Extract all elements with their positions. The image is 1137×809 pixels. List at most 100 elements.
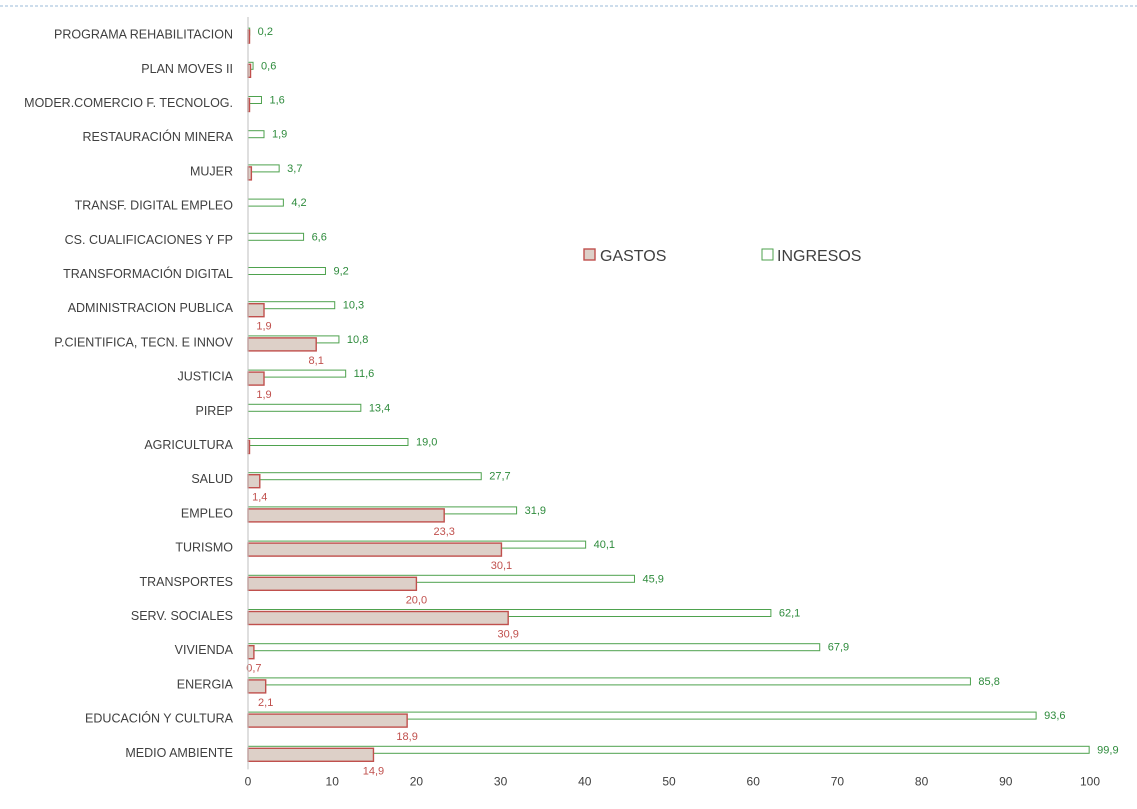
category-label: PROGRAMA REHABILITACION: [54, 28, 233, 42]
bar-ingresos: [247, 130, 265, 139]
category-label: VIVIENDA: [175, 643, 234, 657]
category-label: CS. CUALIFICACIONES Y FP: [65, 233, 233, 247]
category-label: P.CIENTIFICA, TECN. E INNOV: [54, 335, 233, 349]
x-tick-label: 100: [1080, 774, 1100, 788]
legend-label-ingresos: INGRESOS: [777, 248, 861, 265]
x-tick-label: 40: [578, 774, 592, 788]
bar-ingresos: [247, 164, 280, 173]
category-label: ENERGIA: [177, 677, 234, 691]
category-label: TURISMO: [175, 541, 233, 555]
legend: GASTOS INGRESOS: [583, 248, 861, 265]
value-label-gastos: 23,3: [433, 526, 454, 538]
category-label: SALUD: [191, 472, 233, 486]
bar-ingresos: [247, 438, 409, 446]
value-label-ingresos: 9,2: [333, 266, 348, 278]
bar-gastos: [247, 610, 509, 626]
value-label-ingresos: 10,8: [347, 334, 368, 346]
value-label-ingresos: 40,1: [594, 539, 615, 551]
legend-swatch-ingresos: [761, 248, 774, 261]
value-label-gastos: 14,9: [363, 765, 384, 777]
x-tick-label: 50: [662, 774, 676, 788]
bar-ingresos: [247, 472, 482, 481]
bar-gastos: [247, 166, 253, 181]
bar-gastos: [247, 303, 265, 318]
category-label: PIREP: [195, 404, 233, 418]
category-label: MODER.COMERCIO F. TECNOLOG.: [24, 96, 233, 110]
bar-ingresos: [247, 198, 284, 207]
value-label-gastos: 1,4: [252, 492, 267, 504]
category-label: ADMINISTRACION PUBLICA: [68, 301, 234, 315]
bar-gastos: [247, 371, 265, 386]
value-label-ingresos: 93,6: [1044, 710, 1065, 722]
bars-layer: [247, 27, 1090, 762]
value-label-ingresos: 1,6: [269, 95, 284, 107]
category-label: TRANSF. DIGITAL EMPLEO: [75, 199, 234, 213]
value-label-ingresos: 3,7: [287, 163, 302, 175]
bar-gastos: [247, 337, 317, 352]
x-tick-label: 90: [999, 774, 1013, 788]
value-label-ingresos: 31,9: [525, 505, 546, 517]
x-tick-label: 20: [410, 774, 424, 788]
value-label-ingresos: 1,9: [272, 129, 287, 141]
bar-gastos: [247, 747, 375, 762]
category-label: SERV. SOCIALES: [131, 609, 233, 623]
bar-ingresos: [247, 403, 362, 412]
bar-gastos: [247, 645, 255, 660]
value-label-ingresos: 6,6: [312, 231, 327, 243]
value-label-gastos: 1,9: [256, 389, 271, 401]
value-label-gastos: 2,1: [258, 697, 273, 709]
category-label: AGRICULTURA: [144, 438, 233, 452]
value-label-ingresos: 19,0: [416, 437, 437, 449]
value-label-ingresos: 10,3: [343, 300, 364, 312]
value-label-gastos: 18,9: [396, 731, 417, 743]
value-label-ingresos: 13,4: [369, 402, 390, 414]
x-axis-ticks: 0 10 20 30 40 50 60 70 80 90 100: [245, 774, 1101, 788]
value-label-ingresos: 27,7: [489, 471, 510, 483]
bar-gastos: [247, 508, 445, 523]
x-tick-label: 0: [245, 774, 252, 788]
bar-ingresos: [247, 232, 305, 241]
category-label: PLAN MOVES II: [141, 62, 233, 76]
category-label: EMPLEO: [181, 506, 233, 520]
category-label: JUSTICIA: [177, 370, 233, 384]
value-label-ingresos: 67,9: [828, 642, 849, 654]
value-label-ingresos: 99,9: [1097, 744, 1118, 756]
x-tick-label: 10: [326, 774, 340, 788]
bar-gastos: [247, 679, 267, 694]
value-label-gastos: 30,1: [491, 560, 512, 572]
legend-label-gastos: GASTOS: [600, 248, 666, 265]
category-label: MEDIO AMBIENTE: [125, 746, 233, 760]
category-label: TRANSFORMACIÓN DIGITAL: [63, 266, 233, 281]
value-label-ingresos: 0,2: [258, 26, 273, 38]
value-label-ingresos: 0,6: [261, 60, 276, 72]
bar-gastos: [247, 713, 408, 728]
value-label-gastos: 0,7: [246, 663, 261, 675]
value-label-ingresos: 62,1: [779, 608, 800, 620]
value-label-gastos: 30,9: [497, 629, 518, 641]
bar-ingresos: [247, 643, 821, 652]
bar-ingresos: [247, 745, 1090, 754]
value-label-ingresos: 85,8: [978, 676, 999, 688]
category-label: MUJER: [190, 164, 233, 178]
x-tick-label: 70: [831, 774, 845, 788]
bar-ingresos: [247, 267, 326, 275]
value-label-gastos: 20,0: [406, 594, 427, 606]
bar-gastos: [247, 474, 261, 489]
category-label: RESTAURACIÓN MINERA: [83, 129, 234, 144]
value-label-gastos: 8,1: [309, 355, 324, 367]
value-labels: 0,2 0,6 1,6 1,9 3,7 4,2 6,6 9,2 10,3 1,9 10,8 8,1 11…: [246, 26, 1118, 777]
value-label-gastos: 1,9: [256, 321, 271, 333]
x-tick-label: 30: [494, 774, 508, 788]
bar-gastos: [247, 576, 418, 591]
value-label-ingresos: 45,9: [642, 573, 663, 585]
bar-gastos: [247, 542, 503, 557]
x-tick-label: 60: [747, 774, 761, 788]
value-label-ingresos: 4,2: [291, 197, 306, 209]
legend-swatch-gastos: [583, 248, 596, 261]
x-tick-label: 80: [915, 774, 929, 788]
category-label: EDUCACIÓN Y CULTURA: [85, 711, 234, 726]
bar-ingresos: [247, 677, 971, 686]
value-label-ingresos: 11,6: [354, 368, 375, 380]
category-labels: PROGRAMA REHABILITACION PLAN MOVES II MODE…: [24, 28, 233, 760]
